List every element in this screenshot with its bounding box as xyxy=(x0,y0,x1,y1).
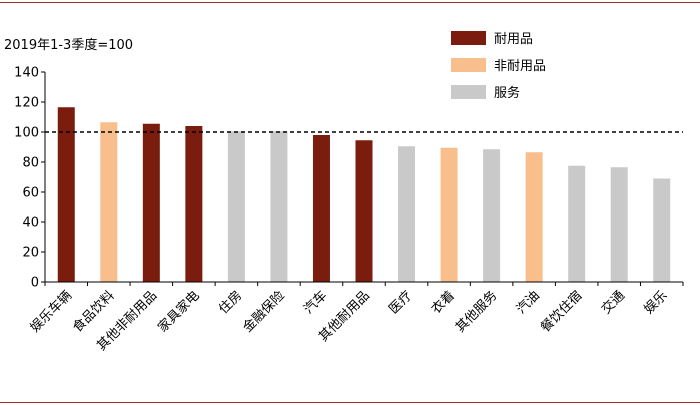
y-tick-label: 40 xyxy=(22,216,39,231)
bar xyxy=(610,167,628,282)
x-tick-label: 衣着 xyxy=(428,288,458,318)
x-tick-label: 汽车 xyxy=(301,288,331,318)
bottom-border xyxy=(0,402,700,403)
bar xyxy=(312,135,330,282)
x-tick-label: 餐饮住宿 xyxy=(537,288,585,336)
bar xyxy=(355,140,373,282)
x-tick-label: 家具家电 xyxy=(155,288,203,336)
bar xyxy=(270,131,288,282)
x-axis: 娱乐车辆食品饮料其他非耐用品家具家电 住房金融保险 汽车其他耐用品 医疗 衣着其他服务汽… xyxy=(27,281,684,354)
y-tick-label: 60 xyxy=(22,186,39,201)
y-tick-label: 140 xyxy=(14,66,39,81)
bar xyxy=(100,122,118,282)
x-tick-label: 医疗 xyxy=(386,288,415,317)
x-tick-label: 住房 xyxy=(216,288,246,318)
x-tick-label: 金融保险 xyxy=(240,288,288,336)
x-tick-label: 娱乐 xyxy=(642,288,671,317)
y-tick-label: 120 xyxy=(14,96,39,111)
bar xyxy=(483,149,501,282)
x-tick-label: 娱乐车辆 xyxy=(27,288,75,336)
bar xyxy=(185,126,203,282)
bar xyxy=(525,152,543,282)
y-axis-label: 2019年1-3季度=100 xyxy=(4,37,133,53)
bar xyxy=(440,147,458,282)
bar xyxy=(57,107,75,282)
bar xyxy=(398,146,416,282)
legend-label: 非耐用品 xyxy=(494,59,546,74)
y-tick-label: 20 xyxy=(22,246,39,261)
bar xyxy=(568,165,586,282)
y-axis: 0 20 40 60 80 100 120 140 xyxy=(14,66,46,291)
bar xyxy=(142,123,160,282)
bar xyxy=(227,131,245,282)
y-tick-label: 0 xyxy=(31,276,39,291)
x-tick-label: 其他服务 xyxy=(452,288,500,336)
legend-swatch xyxy=(451,31,486,45)
legend-label: 服务 xyxy=(494,85,520,101)
legend-swatch xyxy=(451,85,486,99)
x-tick-label: 汽油 xyxy=(514,288,543,317)
legend-swatch xyxy=(451,58,486,72)
bar xyxy=(653,178,671,282)
x-tick-label: 交通 xyxy=(598,288,628,318)
y-tick-label: 100 xyxy=(14,126,39,141)
y-tick-label: 80 xyxy=(22,156,39,171)
top-border xyxy=(0,2,700,3)
bars xyxy=(57,107,671,282)
legend-label: 耐用品 xyxy=(494,32,533,47)
